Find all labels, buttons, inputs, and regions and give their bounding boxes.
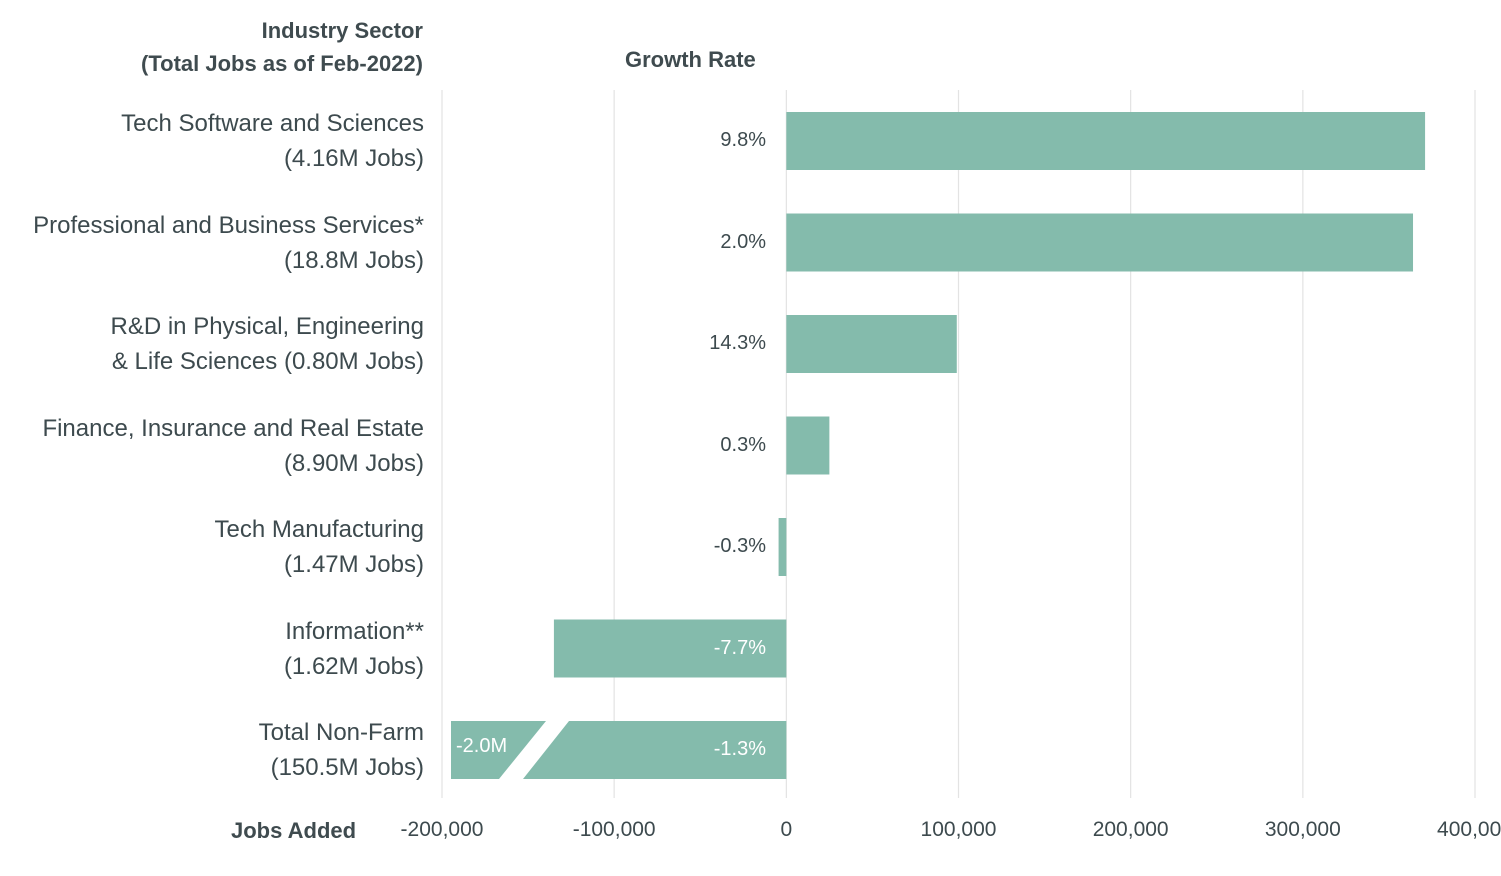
bar-broken-right [523,721,787,779]
category-label-line2: & Life Sciences (0.80M Jobs) [111,348,424,375]
x-tick-label: 200,000 [1092,818,1169,841]
x-tick-label: 0 [780,818,793,841]
bar [778,518,787,576]
bar [786,213,1414,272]
category-label: Professional and Business Services* (18.8… [33,208,424,278]
category-label-line2: (1.47M Jobs) [283,551,424,578]
category-label: Total Non-Farm (150.5M Jobs) [259,715,424,785]
category-label-line1: R&D in Physical, Engineering [110,313,425,340]
category-label: Finance, Insurance and Real Estate (8.90M… [42,411,424,481]
growth-rate-header: Growth Rate [625,47,756,72]
category-label-line1: Tech Manufacturing [214,516,424,543]
growth-rate-label: 0.3% [720,433,766,456]
category-label-line2: (1.62M Jobs) [283,652,424,680]
bar [786,416,830,475]
category-label-line1: Information** [285,617,424,645]
y-axis-header-line2: (Total Jobs as of Feb-2022) [141,51,423,76]
y-axis-header: Industry Sector (Total Jobs as of Feb-20… [141,14,423,80]
category-label: R&D in Physical, Engineering & Life Scien… [111,309,425,379]
category-label-line1: Professional and Business Services* [33,211,424,239]
x-tick-label: 400,000 [1437,818,1501,841]
y-axis-header-line1: Industry Sector [261,18,423,43]
growth-rate-label: -0.3% [713,535,766,557]
category-label-line2: (150.5M Jobs) [270,754,424,781]
category-label: Information** (1.62M Jobs) [284,614,424,684]
category-label: Tech Manufacturing (1.47M Jobs) [215,512,424,582]
x-tick-label: 300,000 [1264,818,1341,841]
growth-rate-label: 14.3% [709,332,766,354]
category-label-line2: (18.8M Jobs) [283,246,424,274]
bar [786,315,957,373]
bars [451,112,1426,779]
gridlines [441,90,1476,798]
growth-rate-label: -1.3% [713,738,766,760]
x-tick-label: -100,000 [572,818,656,841]
growth-rate-label: 9.8% [720,129,766,151]
bar [786,112,1426,170]
category-label-line2: (8.90M Jobs) [283,449,424,477]
growth-rate-label: 2.0% [720,230,766,253]
category-label-line1: Total Non-Farm [258,719,424,746]
bar-broken-left [451,721,546,779]
x-tick-label: 100,000 [920,818,997,841]
category-label-line2: (4.16M Jobs) [283,145,424,172]
x-axis-label: Jobs Added [231,818,357,843]
category-label-line1: Tech Software and Sciences [121,110,424,137]
growth-rate-label: -7.7% [713,636,766,659]
bar [553,619,787,678]
category-label: Tech Software and Sciences (4.16M Jobs) [121,106,424,176]
bar-value-label: -2.0M [456,735,508,757]
x-tick-label: -200,000 [400,818,484,841]
category-label-line1: Finance, Insurance and Real Estate [42,414,424,442]
